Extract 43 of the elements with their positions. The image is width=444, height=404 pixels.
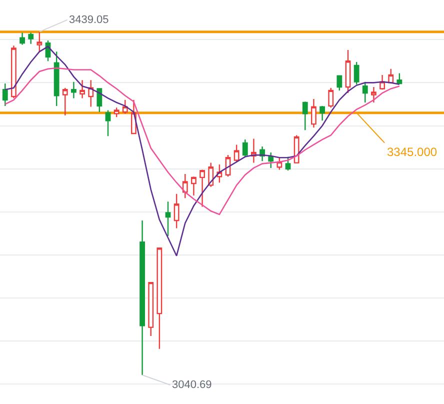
ref-line-label: 3345.000 (387, 145, 438, 159)
candlestick (362, 81, 368, 104)
candlestick (36, 31, 42, 52)
candlestick (122, 99, 128, 114)
candlestick (268, 152, 274, 169)
candlestick (105, 110, 111, 137)
candlestick (380, 74, 385, 90)
candlestick (11, 45, 16, 99)
annotation: 3040.69 (172, 379, 212, 391)
candlestick (200, 169, 205, 208)
candlestick (140, 220, 145, 376)
candlestick (336, 75, 342, 92)
candlestick (294, 134, 300, 164)
candlestick (165, 200, 171, 237)
candlestick (320, 105, 325, 122)
candlestick (396, 72, 402, 84)
candlestick (242, 138, 248, 158)
candlestick (354, 61, 360, 86)
candlestick (80, 80, 85, 99)
candlestick (96, 88, 102, 113)
candlestick (302, 101, 308, 131)
candlestick (285, 156, 291, 172)
candlestick (71, 81, 76, 99)
candlestick (191, 176, 196, 196)
candlestick (345, 49, 351, 94)
candlestick (2, 82, 8, 107)
candlestick (114, 107, 120, 118)
candlestick (182, 173, 188, 199)
candlestick (148, 282, 154, 337)
candlestick (234, 144, 240, 163)
candlestick (328, 87, 334, 108)
candlestick (388, 68, 394, 84)
candlestick (20, 32, 25, 46)
candlestick (174, 193, 180, 229)
candlestick (208, 162, 214, 188)
candlestick (62, 87, 68, 116)
candlestick (28, 32, 34, 45)
candlestick (156, 247, 162, 350)
candlestick (54, 51, 60, 107)
annotation: 3439.05 (69, 14, 109, 26)
candlestick (88, 80, 94, 108)
candlestick (311, 98, 316, 128)
candlestick (371, 86, 376, 104)
